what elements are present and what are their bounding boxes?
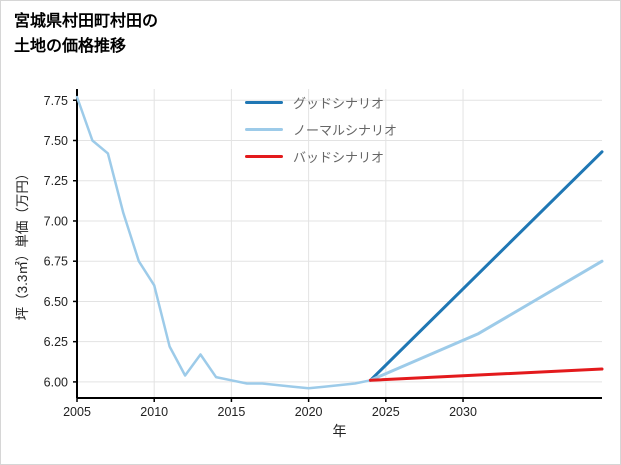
legend-item-0: グッドシナリオ [245, 94, 397, 111]
chart-title-line2: 土地の価格推移 [14, 37, 127, 55]
series-line-1 [368, 259, 604, 382]
x-tick-label: 2010 [140, 405, 168, 419]
gridlines [76, 89, 602, 398]
legend-item-1: ノーマルシナリオ [245, 121, 397, 138]
axes [73, 89, 602, 402]
series-line-0 [368, 150, 604, 382]
y-tick-label: 6.75 [44, 255, 68, 269]
x-tick-label: 2025 [372, 405, 400, 419]
series-line-2 [368, 367, 604, 382]
x-tick-label: 2015 [218, 405, 246, 419]
y-tick-label: 7.00 [44, 214, 68, 228]
y-tick-label: 6.00 [44, 375, 68, 389]
chart-legend: グッドシナリオ ノーマルシナリオ バッドシナリオ [245, 94, 397, 165]
legend-label: ノーマルシナリオ [293, 123, 398, 138]
chart-title: 宮城県村田町村田の 土地の価格推移 [14, 10, 158, 60]
y-tick-label: 6.50 [44, 295, 68, 309]
legend-line-swatch [245, 155, 283, 158]
y-tick-label: 6.25 [44, 335, 68, 349]
legend-label: グッドシナリオ [293, 96, 385, 111]
x-tick-label: 2020 [295, 405, 323, 419]
x-tick-label: 2005 [63, 405, 91, 419]
legend-line-swatch [245, 101, 283, 104]
tick-labels: 2005 2010 2015 2020 2025 2030 6.00 6.25 6.50 6.75… [44, 94, 477, 419]
chart-title-line1: 宮城県村田町村田の [14, 13, 159, 30]
y-tick-label: 7.50 [44, 134, 68, 148]
y-axis-label: 坪（3.3㎡）単価（万円） [15, 167, 30, 321]
legend-line-swatch [245, 128, 283, 131]
y-tick-label: 7.25 [44, 174, 68, 188]
y-tick-label: 7.75 [44, 94, 68, 108]
legend-item-2: バッドシナリオ [245, 148, 397, 165]
legend-label: バッドシナリオ [293, 150, 385, 165]
x-axis-label: 年 [333, 423, 347, 439]
x-tick-label: 2030 [449, 405, 477, 419]
historical-price-line [75, 95, 372, 390]
